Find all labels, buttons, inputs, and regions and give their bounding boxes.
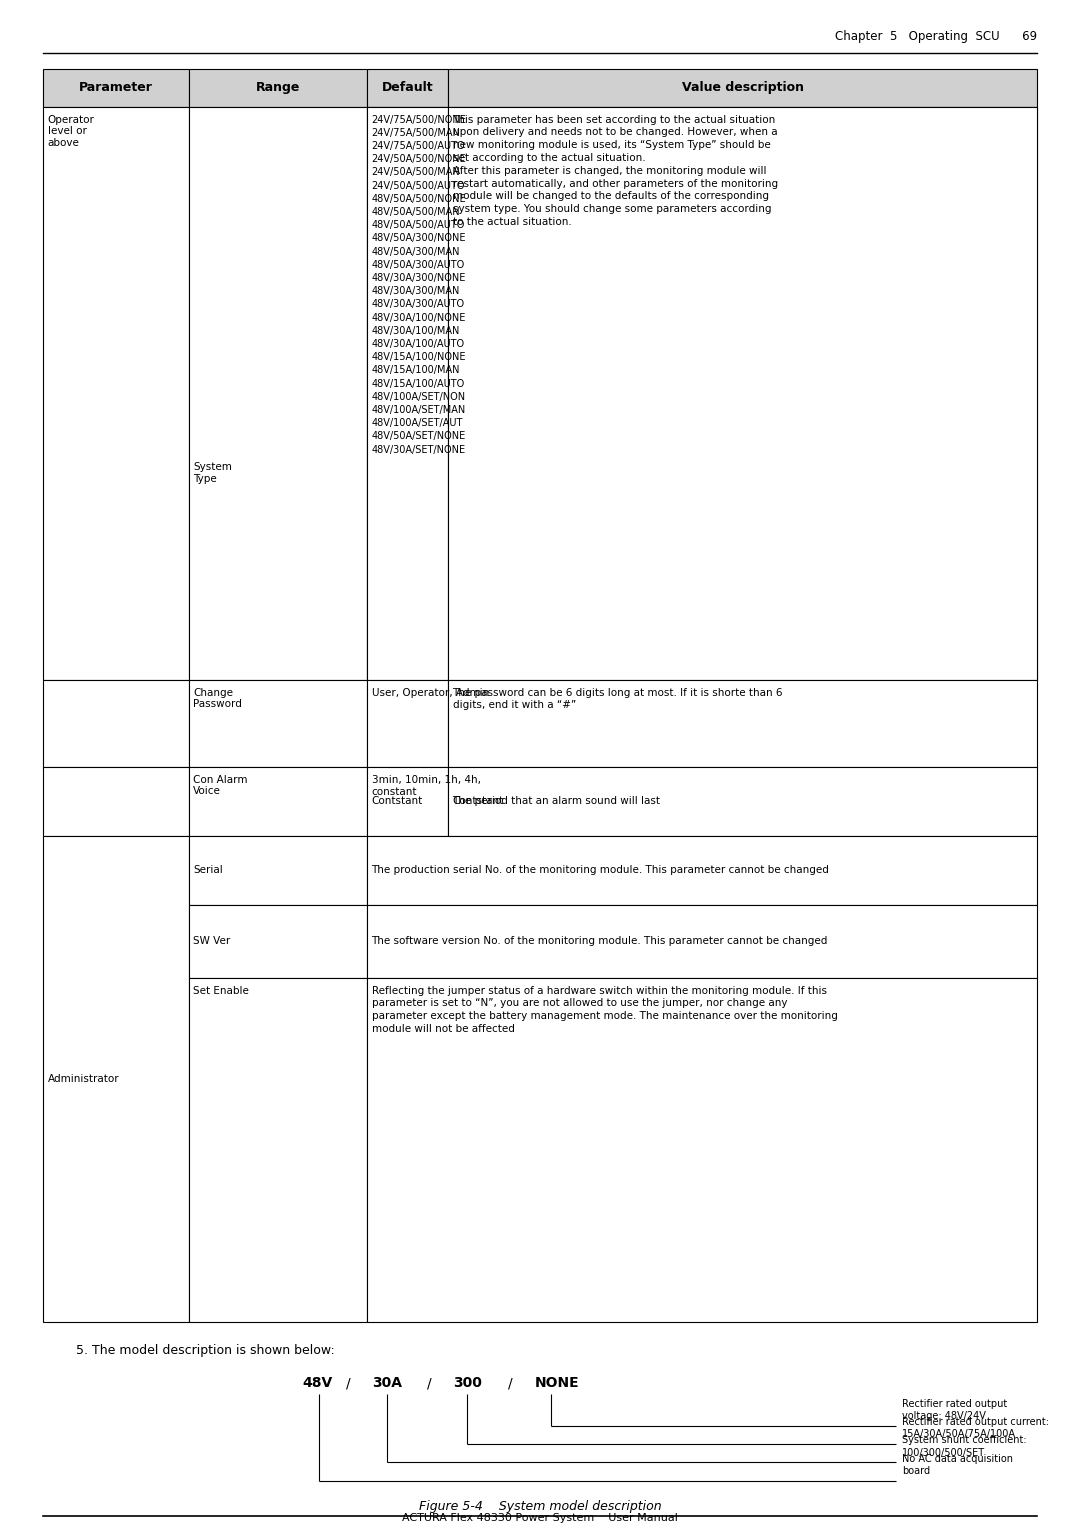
Text: Parameter: Parameter: [79, 81, 153, 95]
Text: Serial: Serial: [193, 865, 224, 876]
Text: SW Ver: SW Ver: [193, 937, 230, 946]
Bar: [367, 107, 448, 680]
Text: The production serial No. of the monitoring module. This parameter cannot be cha: The production serial No. of the monitor…: [372, 865, 829, 876]
Text: 3min, 10min, 1h, 4h,
constant: 3min, 10min, 1h, 4h, constant: [372, 775, 481, 798]
Text: Contstant: Contstant: [372, 796, 422, 807]
Text: Set Enable: Set Enable: [193, 986, 249, 996]
Bar: [448, 680, 1037, 767]
Text: No AC data acquisition
board: No AC data acquisition board: [902, 1453, 1013, 1476]
Text: The period that an alarm sound will last: The period that an alarm sound will last: [453, 796, 661, 807]
Bar: [448, 69, 1037, 107]
Text: 5. The model description is shown below:: 5. The model description is shown below:: [76, 1343, 335, 1357]
Text: /: /: [427, 1377, 431, 1390]
Text: The software version No. of the monitoring module. This parameter cannot be chan: The software version No. of the monitori…: [372, 937, 828, 946]
Text: Range: Range: [256, 81, 300, 95]
Text: Con Alarm
Voice: Con Alarm Voice: [193, 775, 247, 796]
Text: 30A: 30A: [373, 1377, 403, 1390]
Text: NONE: NONE: [535, 1377, 579, 1390]
Bar: [43, 107, 189, 680]
Text: Reflecting the jumper status of a hardware switch within the monitoring module. : Reflecting the jumper status of a hardwa…: [372, 986, 837, 1034]
Bar: [189, 836, 367, 905]
Bar: [43, 836, 189, 1322]
Text: /: /: [508, 1377, 512, 1390]
Bar: [43, 767, 189, 836]
Text: User, Operator, Admin: User, Operator, Admin: [372, 688, 489, 698]
Bar: [367, 69, 448, 107]
Text: /: /: [346, 1377, 350, 1390]
Text: Operator
level or
above: Operator level or above: [48, 115, 94, 148]
Bar: [367, 767, 448, 836]
Bar: [448, 107, 1037, 680]
Bar: [367, 680, 448, 767]
Bar: [189, 69, 367, 107]
Text: System
Type: System Type: [193, 461, 232, 484]
Text: Rectifier rated output
voltage: 48V/24V: Rectifier rated output voltage: 48V/24V: [902, 1398, 1007, 1421]
Text: Figure 5-4    System model description: Figure 5-4 System model description: [419, 1499, 661, 1513]
Text: ACTURA Flex 48330 Power System    User Manual: ACTURA Flex 48330 Power System User Manu…: [402, 1513, 678, 1523]
Bar: [448, 107, 1037, 680]
Text: Default: Default: [382, 81, 433, 95]
Bar: [448, 767, 1037, 836]
Bar: [367, 978, 1037, 1322]
Bar: [189, 767, 367, 836]
Bar: [367, 905, 1037, 978]
Bar: [43, 680, 189, 767]
Bar: [367, 107, 448, 680]
Bar: [189, 107, 367, 680]
Bar: [43, 69, 189, 107]
Text: This parameter has been set according to the actual situation
upon delivery and : This parameter has been set according to…: [453, 115, 778, 228]
Text: 300: 300: [454, 1377, 483, 1390]
Text: System shunt coefficient:
100/300/500/SET: System shunt coefficient: 100/300/500/SE…: [902, 1435, 1026, 1458]
Text: Value description: Value description: [681, 81, 804, 95]
Bar: [367, 836, 1037, 905]
Text: The password can be 6 digits long at most. If it is shorte than 6
digits, end it: The password can be 6 digits long at mos…: [453, 688, 783, 711]
Text: Rectifier rated output current:
15A/30A/50A/75A/100A: Rectifier rated output current: 15A/30A/…: [902, 1416, 1049, 1439]
Text: Contstant: Contstant: [453, 796, 503, 807]
Text: Chapter  5   Operating  SCU      69: Chapter 5 Operating SCU 69: [835, 29, 1037, 43]
Text: 24V/75A/500/NONE
24V/75A/500/MAN
24V/75A/500/AUTO
24V/50A/500/NONE
24V/50A/500/M: 24V/75A/500/NONE 24V/75A/500/MAN 24V/75A…: [372, 115, 467, 455]
Text: 48V: 48V: [302, 1377, 333, 1390]
Text: Change
Password: Change Password: [193, 688, 242, 709]
Bar: [189, 978, 367, 1322]
Bar: [189, 680, 367, 767]
Text: Administrator: Administrator: [48, 1074, 119, 1083]
Bar: [189, 905, 367, 978]
